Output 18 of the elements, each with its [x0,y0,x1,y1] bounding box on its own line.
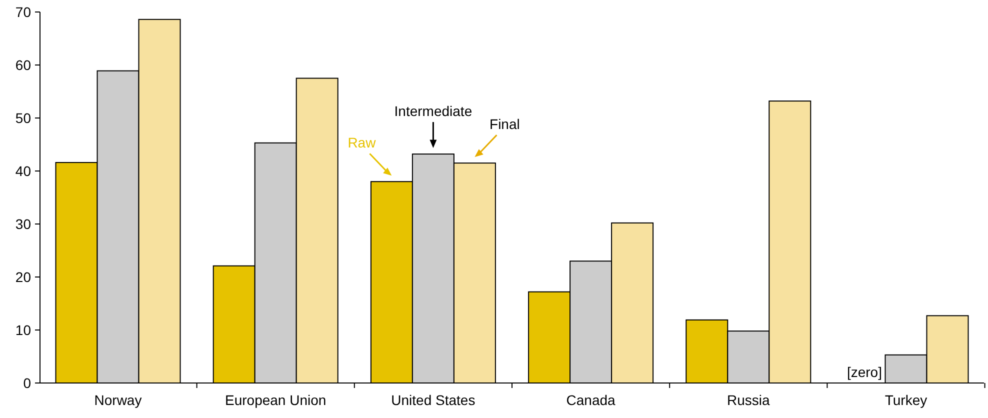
x-tick-label: Russia [726,392,770,408]
annotation: [zero] [846,364,882,380]
x-tick-label: Canada [566,392,616,408]
x-tick-label: United States [391,392,476,408]
y-tick-label: 60 [15,56,32,73]
y-tick-label: 0 [23,374,32,391]
x-tick-label: European Union [225,392,326,408]
x-tick-label: Norway [94,392,142,408]
y-tick-label: 20 [15,268,32,285]
text: Intermediate [394,103,472,120]
text: Raw [348,134,377,151]
y-tick-label: 70 [15,4,32,20]
y-tick-label: 30 [15,216,32,232]
text: Final [490,116,520,132]
y-tick-label: 10 [15,322,32,338]
x-tick-label: Turkey [884,392,928,408]
y-tick-label: 50 [15,110,32,126]
y-tick-label: 40 [15,162,32,179]
